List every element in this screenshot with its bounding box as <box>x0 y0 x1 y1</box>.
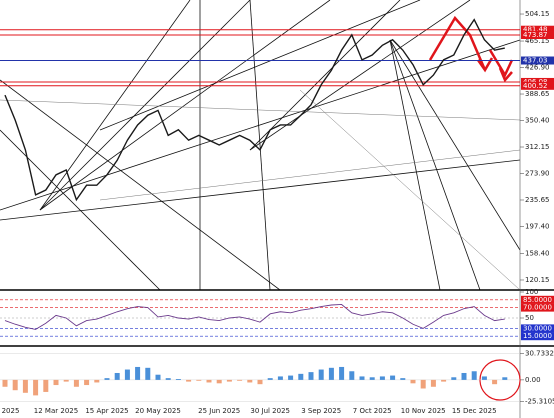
price-line <box>4 18 505 202</box>
histogram-bar <box>124 369 130 380</box>
price-line <box>4 304 505 330</box>
histogram-bar <box>104 378 110 380</box>
histogram-bar <box>216 379 222 384</box>
level-label: 30.0000 <box>523 324 552 332</box>
histogram-bar <box>12 379 18 391</box>
x-tick-label: eb 2025 <box>0 407 19 415</box>
histogram-bar <box>420 379 426 389</box>
histogram-bar <box>22 379 28 393</box>
level-box <box>521 56 554 65</box>
level-box <box>521 25 554 34</box>
y-tick-label: 273.90 <box>525 170 550 178</box>
level-label: 85.0000 <box>523 296 552 304</box>
x-tick-label: 3 Sep 2025 <box>301 407 341 415</box>
x-tick-label: 20 May 2025 <box>135 407 181 415</box>
level-box <box>521 324 554 333</box>
y-tick-label: 504.15 <box>525 10 550 18</box>
y-tick-label: 120.15 <box>525 276 550 284</box>
level-box <box>521 81 554 90</box>
y-tick-label: 312.15 <box>525 143 550 151</box>
histogram-bar <box>502 377 508 380</box>
y-tick-label: 388.65 <box>525 90 550 98</box>
level-label: 15.0000 <box>523 332 552 340</box>
level-label: 400.52 <box>523 82 548 90</box>
level-label: 473.87 <box>523 31 548 39</box>
histogram-bar <box>471 371 477 380</box>
histogram-bar <box>84 379 90 386</box>
y-tick-label: 0.00 <box>525 376 541 384</box>
y-tick-label: -25.3105 <box>525 398 554 406</box>
x-tick-label: 12 Mar 2025 <box>34 407 78 415</box>
histogram-bar <box>369 377 375 380</box>
level-label: 437.03 <box>523 57 548 65</box>
histogram-bar <box>451 377 457 380</box>
y-tick-label: 100 <box>525 288 538 296</box>
x-tick-label: 15 Apr 2025 <box>85 407 128 415</box>
histogram-bar <box>359 376 365 380</box>
histogram-bar <box>53 379 59 386</box>
histogram-bar <box>226 379 232 382</box>
histogram-bar <box>43 379 49 392</box>
histogram-bar <box>247 379 253 383</box>
histogram-bar <box>145 367 151 380</box>
histogram-bar <box>33 379 39 396</box>
level-box <box>521 30 554 39</box>
histogram-bar <box>277 376 283 380</box>
histogram-bar <box>114 372 120 380</box>
histogram-bar <box>481 376 487 380</box>
y-tick-label: 30.7332 <box>525 349 554 357</box>
histogram-bar <box>2 379 8 387</box>
histogram-bar <box>430 379 436 387</box>
histogram-bar <box>267 378 273 380</box>
x-tick-label: 15 Dec 2025 <box>452 407 497 415</box>
histogram-bar <box>165 378 171 380</box>
histogram-bar <box>155 374 161 380</box>
histogram-bar <box>94 379 100 383</box>
histogram-bar <box>63 379 69 382</box>
histogram-bar <box>175 379 181 380</box>
x-tick-label: 10 Nov 2025 <box>401 407 446 415</box>
x-tick-label: 30 Jul 2025 <box>250 407 290 415</box>
histogram-bar <box>441 379 447 382</box>
y-tick-label: 350.40 <box>525 117 550 125</box>
histogram-bar <box>237 379 243 381</box>
histogram-bar <box>196 379 202 381</box>
histogram-bar <box>461 372 467 380</box>
histogram-bar <box>308 372 314 380</box>
histogram-bar <box>257 379 263 385</box>
histogram-bar <box>379 376 385 380</box>
level-box <box>521 303 554 312</box>
histogram-bar <box>390 375 396 380</box>
histogram-bar <box>349 371 355 380</box>
y-tick-label: 465.15 <box>525 37 550 45</box>
histogram-bar <box>298 373 304 380</box>
histogram-bar <box>135 366 141 380</box>
histogram-bar <box>206 379 212 383</box>
level-box <box>521 332 554 341</box>
gann-lines <box>0 0 520 290</box>
histogram-bar <box>288 375 294 380</box>
level-label: 70.0000 <box>523 304 552 312</box>
histogram-bar <box>328 367 334 380</box>
histogram-bar <box>339 366 345 380</box>
level-box <box>521 295 554 304</box>
level-label: 481.48 <box>523 26 548 34</box>
histogram-bar <box>400 378 406 380</box>
histogram-bar <box>73 379 79 387</box>
histogram-bar <box>186 379 192 382</box>
y-tick-label: 197.40 <box>525 222 550 230</box>
y-tick-label: 158.40 <box>525 249 550 257</box>
x-tick-label: 25 Jun 2025 <box>198 407 240 415</box>
y-tick-label: 426.90 <box>525 64 550 72</box>
histogram-bar <box>410 379 416 384</box>
histogram-bar <box>492 379 498 385</box>
x-tick-label: 7 Oct 2025 <box>353 407 392 415</box>
y-tick-label: 235.65 <box>525 196 550 204</box>
histogram-bar <box>318 369 324 380</box>
y-tick-label: 50 <box>525 314 534 322</box>
